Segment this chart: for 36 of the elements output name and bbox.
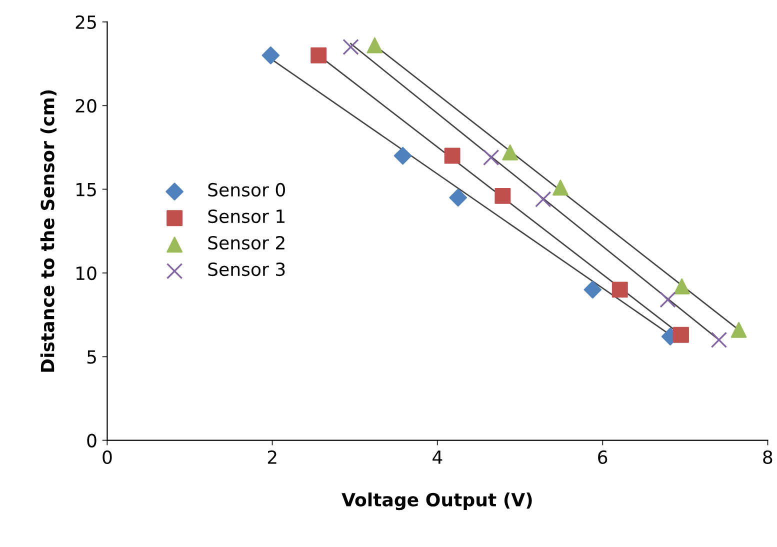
- point: [612, 282, 628, 298]
- legend-label: Sensor 0: [208, 182, 285, 197]
- y-tick-label: 25: [76, 15, 96, 29]
- point: [366, 37, 383, 54]
- y-tick-label: 20: [76, 99, 96, 113]
- x-axis-title: Voltage Output (V): [342, 492, 532, 510]
- point: [552, 180, 568, 196]
- x-tick-label: 8: [763, 450, 772, 464]
- point: [444, 148, 460, 164]
- y-tick-label: 15: [76, 182, 96, 196]
- point: [660, 292, 676, 308]
- point: [535, 191, 552, 208]
- point: [730, 322, 747, 338]
- y-tick-label: 5: [87, 350, 96, 364]
- y-axis-title: Distance to the Sensor (cm): [40, 90, 56, 372]
- point: [674, 278, 690, 294]
- y-tick-label: 10: [76, 266, 96, 280]
- point: [394, 146, 412, 165]
- legend-label: Sensor 2: [208, 236, 284, 250]
- x-tick-label: 4: [432, 450, 442, 464]
- legend-label: Sensor 3: [208, 262, 285, 276]
- x-tick-label: 0: [102, 450, 112, 464]
- point: [449, 188, 467, 207]
- legend-label: Sensor 1: [208, 209, 285, 224]
- x-tick-label: 2: [268, 450, 276, 464]
- y-tick-label: 0: [87, 434, 96, 448]
- point: [262, 46, 280, 64]
- point: [502, 144, 518, 160]
- point: [310, 47, 327, 64]
- point: [482, 149, 500, 166]
- x-tick-label: 6: [598, 450, 608, 464]
- point: [673, 326, 689, 343]
- point: [342, 38, 359, 56]
- point: [494, 188, 511, 204]
- point: [584, 280, 602, 299]
- point: [710, 332, 728, 348]
